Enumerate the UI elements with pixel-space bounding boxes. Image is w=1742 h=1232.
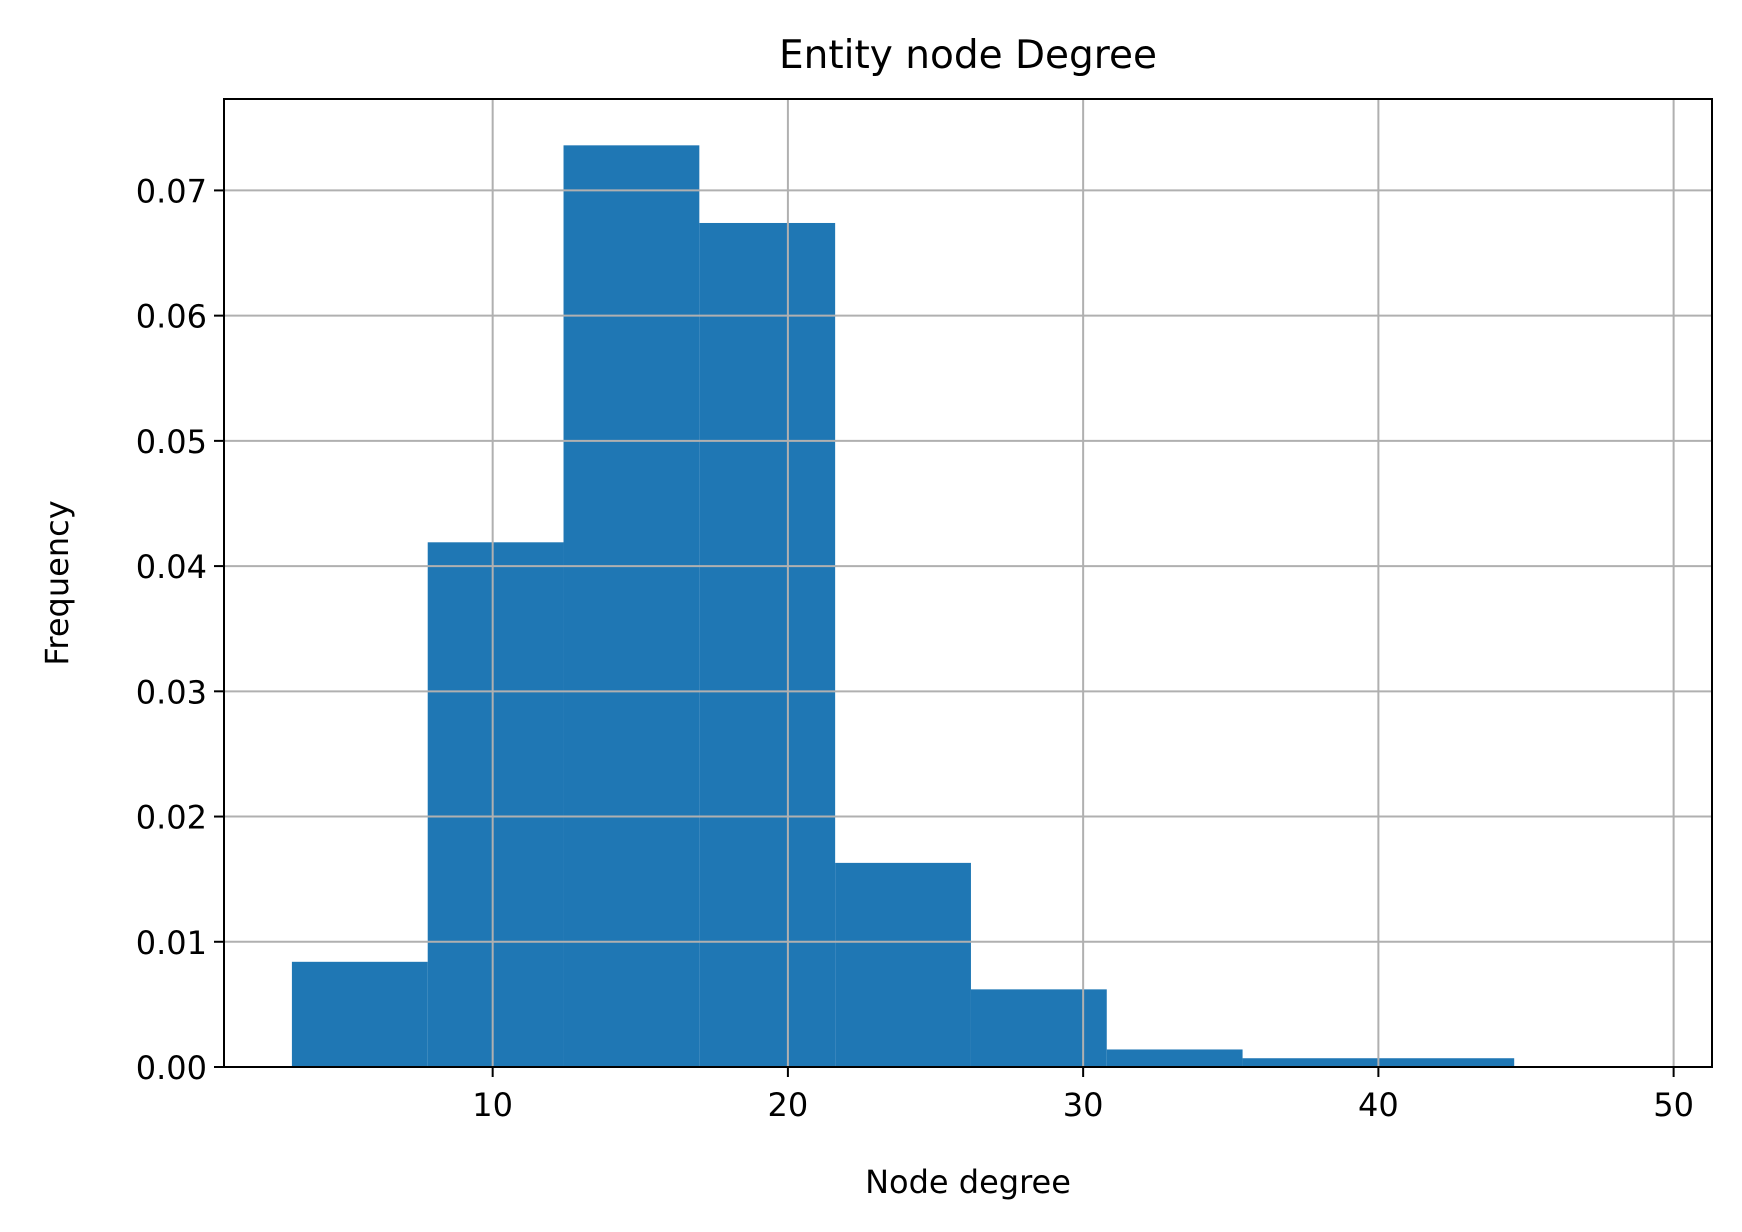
y-tick-label: 0.07: [136, 172, 207, 210]
histogram-bar-9: [1378, 1058, 1515, 1067]
y-axis-label: Frequency: [38, 500, 76, 665]
x-tick-label: 50: [1653, 1086, 1694, 1124]
histogram-bar-5: [835, 862, 971, 1067]
y-tick-label: 0.06: [136, 298, 207, 336]
histogram-bar-7: [1106, 1049, 1243, 1067]
y-tick-label: 0.03: [136, 673, 207, 711]
x-tick-label: 40: [1358, 1086, 1399, 1124]
y-tick-label: 0.01: [136, 924, 207, 962]
axis-ticks: 10 20 30 40 50 0.00 0.01 0.02 0.03 0.04 0.05 0.06 0.…: [136, 172, 1694, 1124]
plot-frame: [223, 98, 1713, 1068]
y-tick-label: 0.02: [136, 799, 207, 837]
y-tick-label: 0.00: [136, 1049, 207, 1087]
histogram-bar-6: [970, 989, 1107, 1067]
histogram-bar-8: [1242, 1058, 1379, 1067]
x-tick-label: 30: [1063, 1086, 1104, 1124]
chart-title: Entity node Degree: [779, 33, 1157, 78]
histogram-bars: [291, 145, 1515, 1068]
y-tick-label: 0.04: [136, 548, 207, 586]
histogram-bar-1: [291, 961, 428, 1067]
histogram-bar-4: [699, 222, 836, 1067]
y-tick-label: 0.05: [136, 423, 207, 461]
histogram-bar-3: [563, 145, 700, 1068]
histogram-bar-2: [427, 542, 564, 1067]
x-axis-label: Node degree: [865, 1163, 1071, 1201]
x-tick-label: 10: [472, 1086, 513, 1124]
x-tick-label: 20: [768, 1086, 809, 1124]
